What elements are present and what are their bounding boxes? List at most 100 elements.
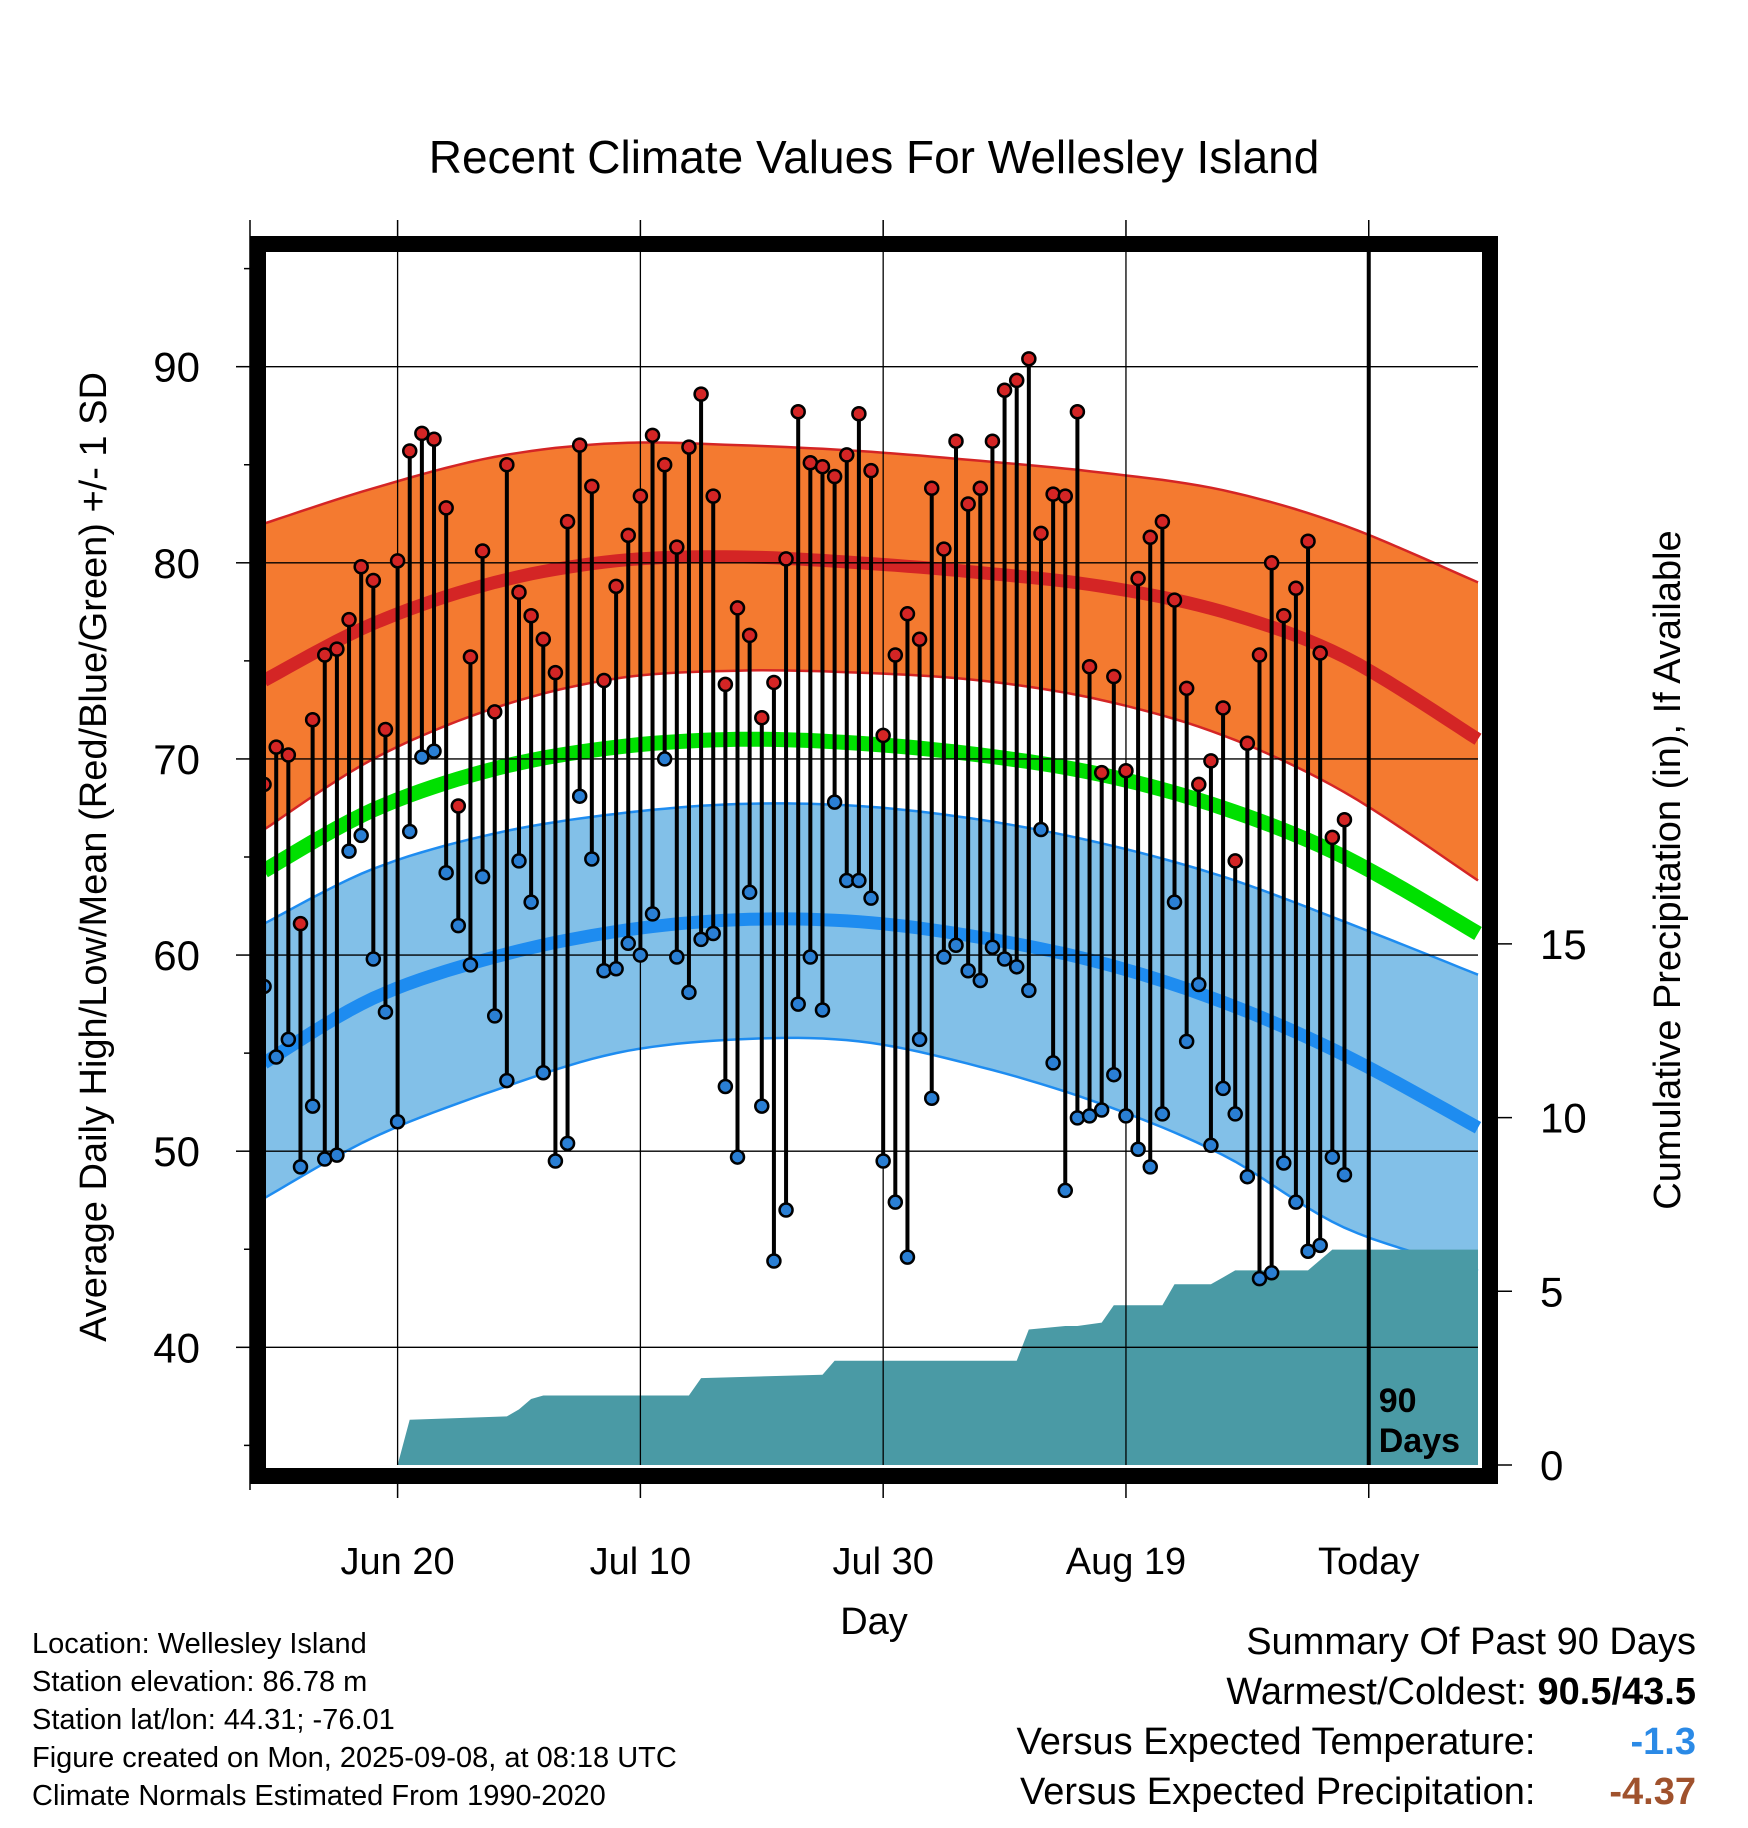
x-tick-label: Jul 30 xyxy=(832,1541,933,1583)
low-point xyxy=(450,917,467,934)
low-point xyxy=(329,1147,345,1163)
low-point xyxy=(996,951,1013,967)
high-point xyxy=(523,608,539,624)
high-point xyxy=(948,433,964,449)
high-point xyxy=(669,539,685,555)
low-point xyxy=(377,1004,394,1020)
low-point xyxy=(559,1135,576,1152)
high-point xyxy=(1300,533,1316,549)
low-point xyxy=(1336,1166,1353,1183)
latlon-text: Station lat/lon: 44.31; -76.01 xyxy=(32,1704,395,1736)
high-point xyxy=(499,456,515,473)
high-point xyxy=(438,500,454,516)
x-tick-label: Jun 20 xyxy=(341,1541,455,1583)
high-point xyxy=(960,496,976,512)
y-tick-label: 40 xyxy=(153,1324,200,1371)
high-point xyxy=(584,478,600,495)
high-point xyxy=(1215,700,1231,716)
high-point xyxy=(426,431,442,447)
high-point xyxy=(474,543,491,559)
low-point xyxy=(426,743,442,759)
y2-tick-label: 15 xyxy=(1540,921,1587,968)
summary-heading: Summary Of Past 90 Days xyxy=(1246,1621,1696,1663)
normal-low-lower-edge xyxy=(263,1036,1479,1272)
low-point xyxy=(268,1049,284,1065)
high-point xyxy=(486,704,503,720)
low-point xyxy=(523,894,539,910)
low-point xyxy=(1118,1108,1134,1124)
low-point xyxy=(486,1008,503,1024)
low-point xyxy=(936,949,952,965)
high-point xyxy=(1142,529,1158,546)
high-point xyxy=(329,641,345,657)
y-tick-label: 50 xyxy=(153,1128,200,1175)
high-point xyxy=(754,709,770,726)
low-point xyxy=(681,984,697,1001)
high-point xyxy=(1045,486,1061,502)
warm-cold-value: 90.5/43.5 xyxy=(1537,1671,1696,1713)
low-point xyxy=(1130,1141,1146,1157)
elevation-text: Station elevation: 86.78 m xyxy=(32,1666,368,1698)
low-point xyxy=(1008,959,1025,975)
summary-panel: Summary Of Past 90 Days Warmest/Coldest:… xyxy=(1017,1617,1696,1817)
low-point xyxy=(948,937,964,954)
high-point xyxy=(1081,659,1098,675)
high-point xyxy=(705,488,721,504)
plot-frame xyxy=(250,236,1498,1484)
low-point xyxy=(499,1072,515,1089)
precip-area xyxy=(264,1249,1479,1465)
low-point xyxy=(754,1098,770,1114)
low-point xyxy=(1251,1270,1268,1287)
high-point xyxy=(1288,580,1304,597)
low-point xyxy=(1106,1066,1122,1083)
days-label-number: 90 xyxy=(1379,1382,1417,1420)
high-point xyxy=(1203,753,1219,769)
low-point xyxy=(389,1114,406,1130)
high-point xyxy=(984,433,1001,449)
low-point xyxy=(535,1064,552,1081)
low-point xyxy=(1069,1110,1086,1126)
low-point xyxy=(341,843,357,859)
high-point xyxy=(693,386,709,402)
normal-low-mean-line xyxy=(260,912,1482,1134)
y-tick-label: 90 xyxy=(153,344,200,391)
high-point xyxy=(511,584,527,600)
low-point xyxy=(705,925,721,942)
low-point xyxy=(1203,1137,1219,1154)
high-point xyxy=(717,676,734,693)
high-point xyxy=(1312,645,1328,661)
low-point xyxy=(462,957,479,973)
low-point xyxy=(911,1031,928,1048)
high-point xyxy=(620,527,636,544)
high-point xyxy=(851,405,867,422)
high-point xyxy=(268,739,284,755)
precip-label: Versus Expected Precipitation: xyxy=(1020,1771,1536,1813)
low-point xyxy=(644,906,661,922)
low-point xyxy=(923,1090,940,1106)
x-tick-label: Jul 10 xyxy=(590,1541,691,1583)
high-point xyxy=(1276,608,1292,624)
days-label-text: Days xyxy=(1379,1422,1460,1460)
low-point xyxy=(547,1153,564,1169)
high-point xyxy=(1106,668,1122,685)
high-point xyxy=(317,647,333,663)
low-point xyxy=(1093,1102,1110,1118)
high-point xyxy=(547,664,564,681)
warm-cold-row: Warmest/Coldest: 90.5/43.5 xyxy=(1017,1667,1696,1717)
temp-label: Versus Expected Temperature: xyxy=(1016,1721,1536,1763)
low-point xyxy=(1166,894,1183,910)
low-point xyxy=(1045,1055,1061,1071)
low-point xyxy=(1288,1194,1304,1210)
low-point xyxy=(584,851,600,867)
location-text: Location: Wellesley Island xyxy=(32,1628,367,1660)
low-point xyxy=(814,1002,831,1018)
high-point xyxy=(280,747,297,763)
low-point xyxy=(960,963,976,979)
y2-tick-label: 10 xyxy=(1540,1095,1587,1142)
high-point xyxy=(559,513,576,530)
low-point xyxy=(972,972,989,989)
low-point xyxy=(1057,1182,1074,1199)
high-point xyxy=(292,915,309,932)
low-point xyxy=(1312,1237,1328,1254)
y2-axis-title: Cumulative Precipitation (in), If Availa… xyxy=(1647,530,1689,1209)
